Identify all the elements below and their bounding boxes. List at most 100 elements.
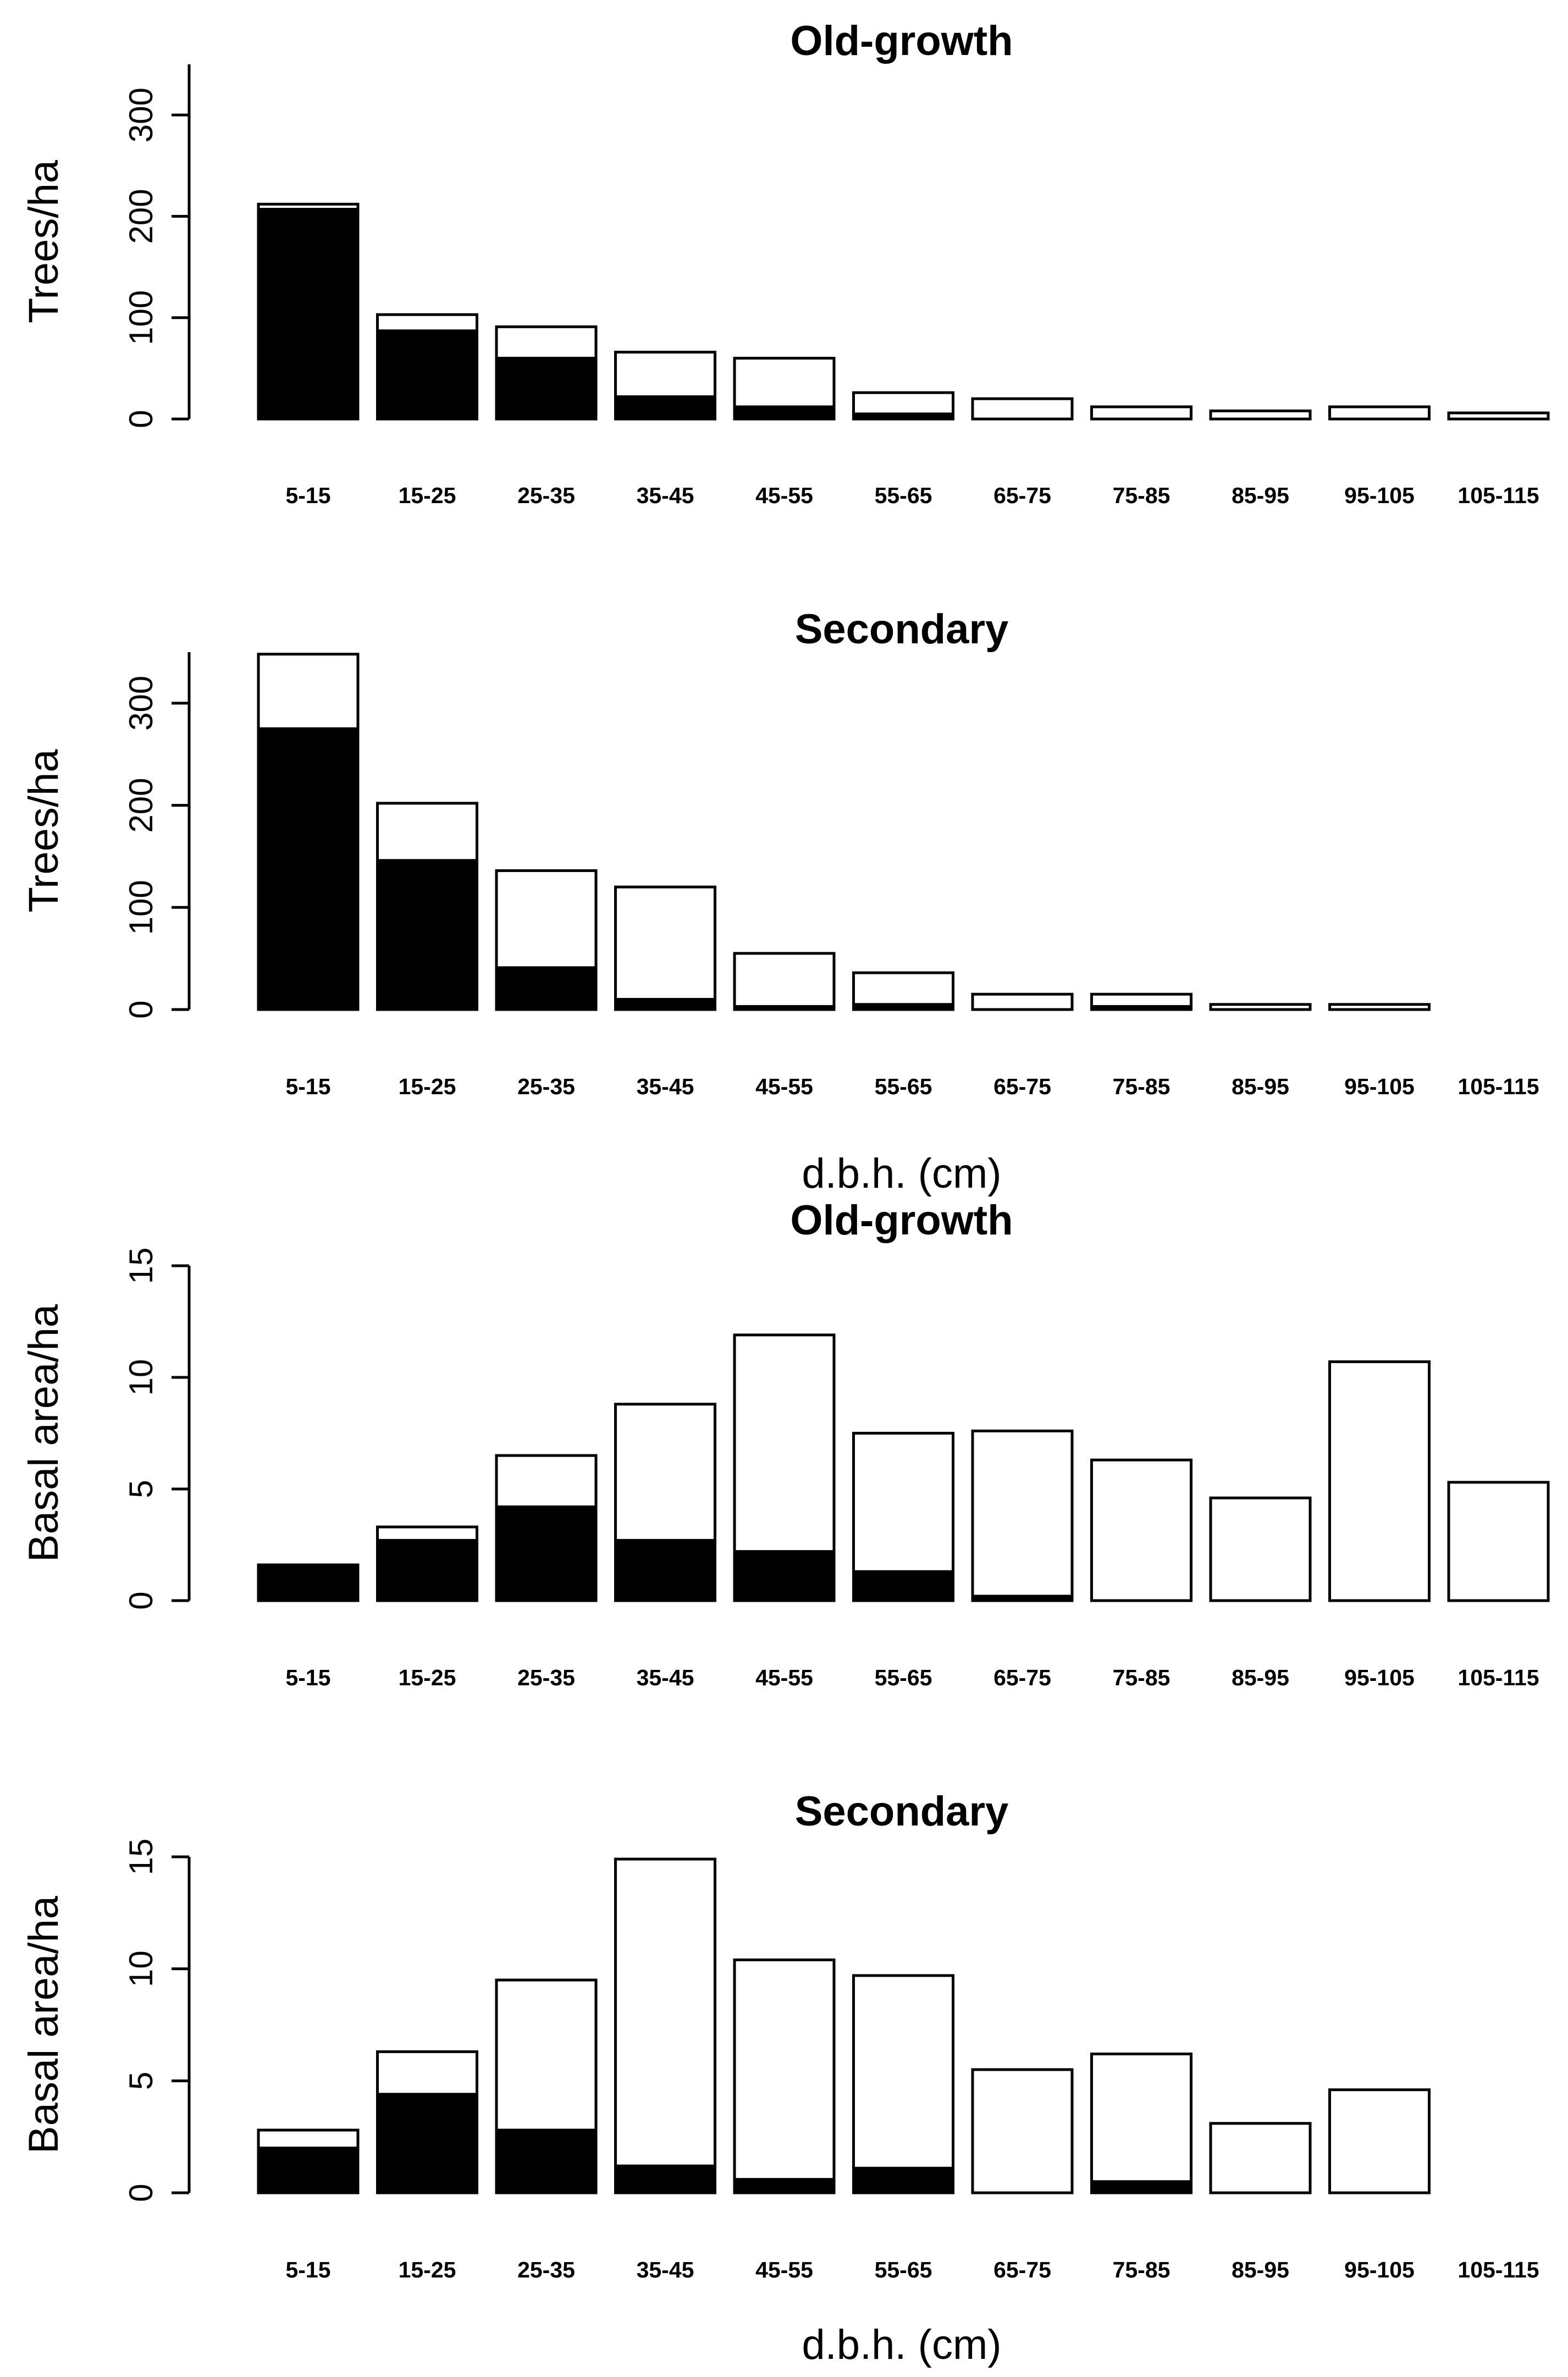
panel-2-xtick-label: 25-35 — [517, 1074, 575, 1099]
panel-1-xtick-label: 95-105 — [1344, 483, 1415, 508]
panel-2-ylabel: Trees/ha — [20, 749, 67, 913]
panel-1-bar-total-65-75 — [971, 397, 1074, 421]
panel-4-bar-filled-75-85 — [1090, 2180, 1192, 2194]
panel-3-xtick-label: 65-75 — [993, 1665, 1051, 1690]
panel-1-xtick-label: 45-55 — [755, 483, 813, 508]
panel-1-bar-total-105-115 — [1447, 411, 1550, 421]
panel-3-bar-filled-25-35 — [495, 1505, 598, 1602]
panel-1-bar-filled-45-55 — [733, 405, 836, 421]
panel-3-ytick-label: 0 — [123, 1591, 159, 1609]
panel-2-ytick-label: 300 — [123, 676, 159, 731]
panel-3-xtick-label: 75-85 — [1113, 1665, 1171, 1690]
panel-4-bar-filled-5-15 — [257, 2147, 360, 2194]
panel-3-xtick-label: 25-35 — [517, 1665, 575, 1690]
panel-4-ytick-label: 5 — [123, 2072, 159, 2090]
panel-4-ylabel: Basal area/ha — [20, 1895, 67, 2154]
panel-1-xtick-label: 25-35 — [517, 483, 575, 508]
panel-1-ytick-label: 200 — [123, 189, 159, 244]
panel-2-bar-filled-15-25 — [376, 859, 478, 1011]
panel-4-bar-total-75-85 — [1090, 2052, 1192, 2194]
panel-4-bar-total-65-75 — [971, 2068, 1074, 2194]
panel-4-bar-total-35-45 — [614, 1857, 716, 2194]
panel-1-ytick-label: 100 — [123, 290, 159, 345]
panel-3-bar-filled-45-55 — [733, 1550, 836, 1602]
panel-3-bar-total-105-115 — [1447, 1481, 1550, 1602]
panel-2-bar-filled-75-85 — [1090, 1005, 1192, 1011]
panel-4-xtick-label: 25-35 — [517, 2257, 575, 2282]
panel-3-bar-filled-5-15 — [257, 1563, 360, 1602]
panel-2-ytick-label: 0 — [123, 1000, 159, 1018]
panel-2-bar-filled-45-55 — [733, 1005, 836, 1011]
panel-3-bar-total-65-75 — [971, 1429, 1074, 1602]
panel-2-ytick-label: 100 — [123, 880, 159, 935]
panel-3-xtick-label: 35-45 — [637, 1665, 694, 1690]
panel-3-bar-total-75-85 — [1090, 1458, 1192, 1602]
panel-1-bar-filled-5-15 — [257, 208, 360, 421]
panel-1-xtick-label: 35-45 — [637, 483, 694, 508]
panel-1-ytick-label: 0 — [123, 410, 159, 428]
panel-1-bar-filled-35-45 — [614, 395, 716, 421]
panel-1-bar-total-75-85 — [1090, 405, 1192, 421]
panel-2-xlabel: d.b.h. (cm) — [802, 1150, 1001, 1197]
panel-4-xtick-label: 15-25 — [399, 2257, 456, 2282]
panel-3-bar-total-85-95 — [1209, 1496, 1312, 1602]
panel-2-xtick-label: 15-25 — [399, 1074, 456, 1099]
panel-3-xtick-label: 85-95 — [1232, 1665, 1289, 1690]
panel-1-xtick-label: 55-65 — [875, 483, 932, 508]
panel-1-bar-total-95-105 — [1328, 405, 1431, 421]
panel-2-xtick-label: 45-55 — [755, 1074, 813, 1099]
panel-1-xtick-label: 65-75 — [993, 483, 1051, 508]
panel-2-xtick-label: 95-105 — [1344, 1074, 1415, 1099]
panel-3-bar-filled-35-45 — [614, 1538, 716, 1602]
panel-2-ytick-label: 200 — [123, 778, 159, 833]
panel-2-xtick-label: 105-115 — [1457, 1074, 1539, 1099]
panel-2-bar-filled-5-15 — [257, 727, 360, 1011]
panel-1-xtick-label: 75-85 — [1113, 483, 1171, 508]
panel-3-ytick-label: 10 — [123, 1359, 159, 1396]
panel-4-bar-filled-25-35 — [495, 2128, 598, 2194]
panel-4-xtick-label: 5-15 — [285, 2257, 330, 2282]
panel-1-bar-filled-25-35 — [495, 356, 598, 421]
panel-3-ytick-label: 15 — [123, 1248, 159, 1284]
panel-1-bar-filled-15-25 — [376, 329, 478, 421]
panel-4-ytick-label: 10 — [123, 1950, 159, 1987]
panel-3-bar-total-95-105 — [1328, 1360, 1431, 1602]
panel-3-title: Old-growth — [790, 1197, 1013, 1244]
panel-4-xlabel: d.b.h. (cm) — [802, 2321, 1001, 2368]
panel-2-bar-filled-55-65 — [852, 1003, 954, 1011]
panel-4-bar-filled-45-55 — [733, 2178, 836, 2194]
panel-1-xtick-label: 15-25 — [399, 483, 456, 508]
panel-4-xtick-label: 85-95 — [1232, 2257, 1289, 2282]
panel-1-ylabel: Trees/ha — [20, 159, 67, 323]
panel-3-xtick-label: 45-55 — [755, 1665, 813, 1690]
panel-4-bar-total-45-55 — [733, 1958, 836, 2194]
panel-2-xtick-label: 5-15 — [285, 1074, 330, 1099]
panel-1-bar-filled-55-65 — [852, 412, 954, 421]
panel-3-ytick-label: 5 — [123, 1480, 159, 1498]
panel-2-xtick-label: 35-45 — [637, 1074, 694, 1099]
panel-4-xtick-label: 45-55 — [755, 2257, 813, 2282]
panel-2-bar-total-35-45 — [614, 885, 716, 1011]
panel-2-xtick-label: 65-75 — [993, 1074, 1051, 1099]
panel-2-bar-total-85-95 — [1209, 1003, 1312, 1011]
panel-3-bar-filled-65-75 — [971, 1595, 1074, 1602]
panel-4-bar-filled-55-65 — [852, 2166, 954, 2194]
panel-2-xtick-label: 75-85 — [1113, 1074, 1171, 1099]
panel-1-bar-total-85-95 — [1209, 409, 1312, 421]
panel-3-xtick-label: 95-105 — [1344, 1665, 1415, 1690]
panel-3-xtick-label: 105-115 — [1457, 1665, 1539, 1690]
panel-3-bar-filled-15-25 — [376, 1538, 478, 1602]
panel-4-title: Secondary — [795, 1788, 1009, 1835]
panel-2-bar-total-65-75 — [971, 992, 1074, 1011]
panel-3-ylabel: Basal area/ha — [20, 1304, 67, 1562]
panel-2-bar-filled-35-45 — [614, 997, 716, 1011]
panel-2-xtick-label: 55-65 — [875, 1074, 932, 1099]
panel-4-bar-total-85-95 — [1209, 2122, 1312, 2194]
panel-4-xtick-label: 75-85 — [1113, 2257, 1171, 2282]
panel-4-xtick-label: 35-45 — [637, 2257, 694, 2282]
panel-4-xtick-label: 95-105 — [1344, 2257, 1415, 2282]
panel-1-ytick-label: 300 — [123, 87, 159, 142]
panel-4-bar-filled-35-45 — [614, 2164, 716, 2194]
panel-1-xtick-label: 5-15 — [285, 483, 330, 508]
